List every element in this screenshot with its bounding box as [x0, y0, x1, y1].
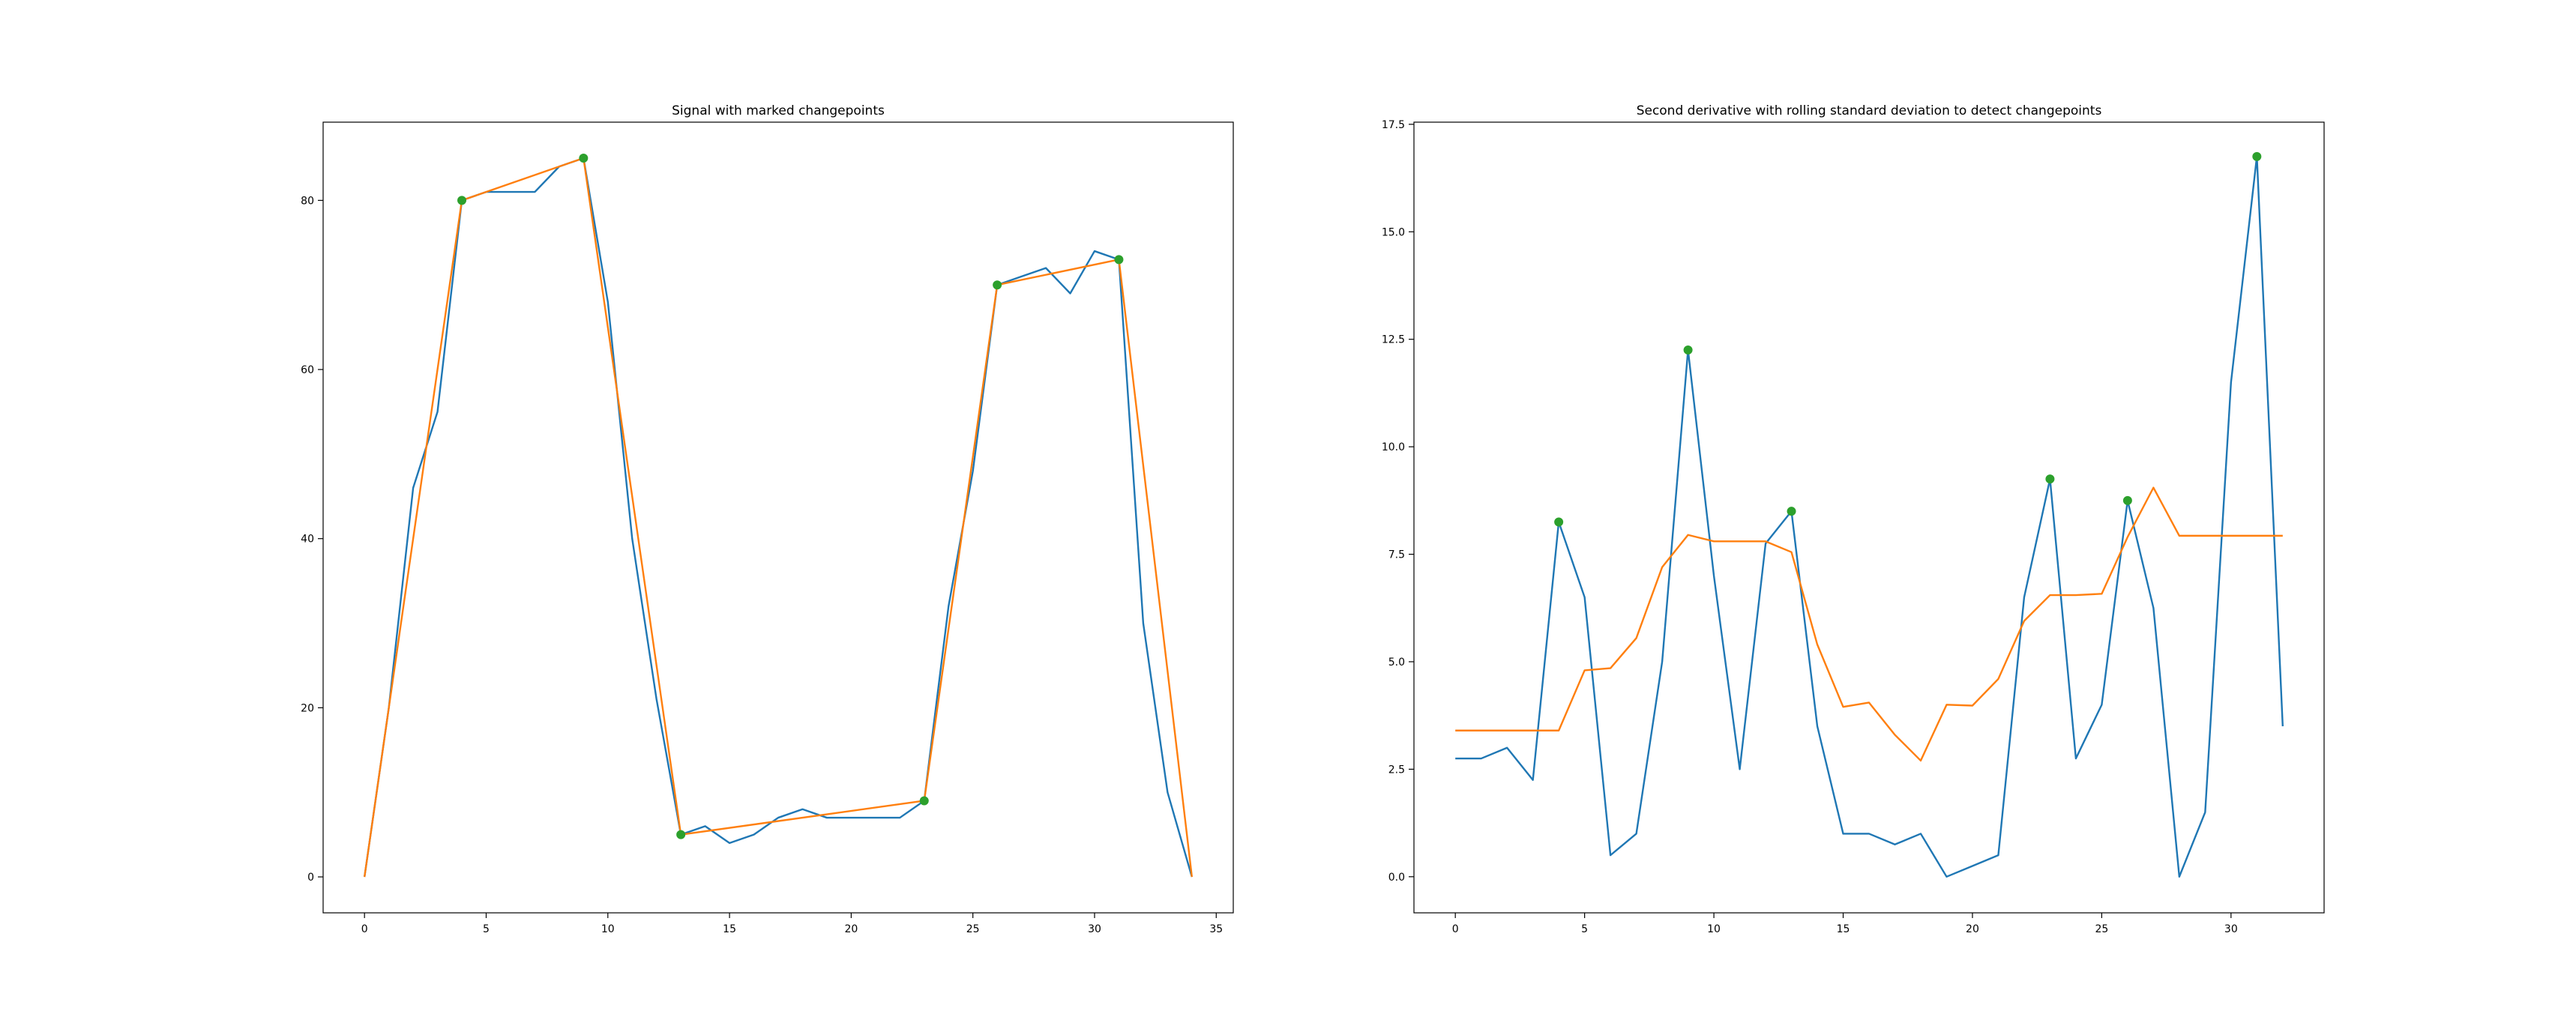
- x-tick-label: 30: [1088, 923, 1101, 935]
- y-tick-label: 60: [301, 364, 314, 376]
- changepoint-marker: [1683, 345, 1693, 355]
- x-tick-label: 25: [2095, 923, 2108, 935]
- plot-frame: [322, 121, 1234, 914]
- x-tick-label: 20: [844, 923, 858, 935]
- y-tick-label: 0.0: [1388, 872, 1405, 884]
- changepoint-marker: [457, 196, 467, 205]
- series-line-0: [1455, 155, 2284, 878]
- changepoint-marker: [1114, 255, 1124, 265]
- changepoint-marker: [2122, 495, 2132, 505]
- x-tick-label: 30: [2224, 923, 2238, 935]
- series-line-1: [1455, 486, 2283, 762]
- y-tick-label: 10.0: [1382, 441, 1405, 453]
- chart-title: Signal with marked changepoints: [672, 103, 885, 118]
- y-tick-label: 12.5: [1382, 334, 1405, 346]
- changepoint-marker: [2045, 474, 2055, 484]
- changepoint-marker: [1554, 517, 1564, 527]
- series-line-0: [363, 157, 1193, 878]
- chart-title: Second derivative with rolling standard …: [1637, 103, 2102, 118]
- x-tick-label: 15: [723, 923, 736, 935]
- x-tick-label: 10: [1707, 923, 1721, 935]
- x-tick-label: 0: [1452, 923, 1459, 935]
- x-tick-label: 35: [1209, 923, 1223, 935]
- changepoint-marker: [1787, 507, 1796, 516]
- chart-signal-changepoints: Signal with marked changepoints 0 5 10 15 20…: [301, 103, 1234, 935]
- x-tick-label: 25: [966, 923, 980, 935]
- y-tick-label: 0: [307, 872, 314, 884]
- y-tick-label: 7.5: [1388, 549, 1405, 561]
- x-tick-label: 20: [1966, 923, 1979, 935]
- y-tick-label: 15.0: [1382, 226, 1405, 238]
- x-tick-label: 5: [483, 923, 490, 935]
- series-line-1: [363, 157, 1194, 878]
- x-tick-label: 15: [1837, 923, 1850, 935]
- x-tick-label: 5: [1581, 923, 1588, 935]
- changepoint-marker: [2252, 151, 2262, 161]
- changepoint-marker: [579, 153, 589, 163]
- y-tick-label: 20: [301, 702, 314, 714]
- y-tick-label: 40: [301, 534, 314, 546]
- x-tick-label: 0: [361, 923, 368, 935]
- changepoint-marker: [676, 830, 686, 839]
- plot-frame: [1413, 121, 2325, 914]
- changepoint-marker: [993, 280, 1002, 290]
- y-tick-label: 17.5: [1382, 119, 1405, 131]
- chart-second-derivative: Second derivative with rolling standard …: [1382, 103, 2325, 935]
- y-tick-label: 5.0: [1388, 657, 1405, 669]
- y-tick-label: 2.5: [1388, 764, 1405, 776]
- changepoint-marker: [919, 796, 929, 806]
- x-tick-label: 10: [601, 923, 615, 935]
- y-tick-label: 80: [301, 195, 314, 207]
